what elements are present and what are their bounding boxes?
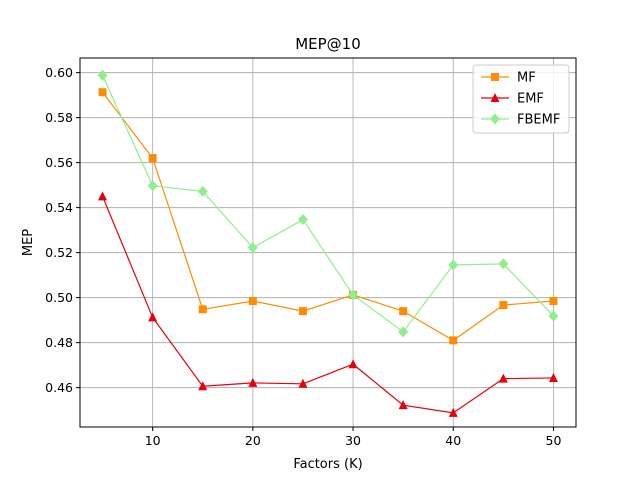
legend: MF EMF FBEMF [472, 64, 570, 134]
data-point-mf [248, 297, 257, 305]
legend-marker-mf [491, 73, 499, 81]
data-point-fbemf [348, 289, 359, 301]
y-tick-label: 0.56 [45, 155, 73, 170]
y-tick-label: 0.48 [45, 335, 73, 350]
data-point-emf [498, 373, 508, 383]
data-point-fbemf [97, 69, 108, 81]
legend-item-fbemf: FBEMF [481, 113, 560, 128]
x-tick-label: 30 [345, 433, 361, 448]
y-tick-label: 0.50 [45, 290, 73, 305]
data-point-emf [398, 400, 408, 410]
series-layer [97, 69, 559, 417]
legend-item-mf: MF [481, 71, 536, 86]
x-tick-label: 20 [245, 433, 261, 448]
x-tick-label: 50 [546, 433, 562, 448]
data-point-mf [449, 336, 458, 345]
series-emf [98, 191, 558, 417]
y-tick-label: 0.52 [45, 245, 73, 260]
data-point-emf [248, 377, 258, 387]
y-tick-label: 0.46 [45, 380, 73, 395]
y-tick-label: 0.54 [45, 200, 73, 215]
data-point-mf [98, 88, 107, 97]
data-point-mf [298, 307, 307, 316]
legend-marker-emf [490, 93, 500, 102]
data-point-emf [548, 372, 558, 382]
data-point-emf [348, 359, 358, 369]
series-line-fbemf [101, 75, 554, 333]
data-point-fbemf [548, 310, 559, 322]
x-tick-label: 40 [445, 433, 461, 448]
legend-item-emf: EMF [481, 92, 544, 107]
data-point-mf [399, 307, 408, 316]
data-point-emf [448, 407, 458, 417]
plot-frame [79, 57, 577, 428]
legend-label-emf: EMF [517, 92, 544, 107]
data-point-fbemf [297, 214, 308, 226]
y-tick-label: 0.58 [45, 110, 73, 125]
data-point-emf [298, 378, 308, 388]
axes: 10 20 30 40 50 0.46 0.48 0.50 0.52 0.54 0.56 0.58 0.… [45, 57, 577, 448]
legend-marker-fbemf [490, 113, 500, 125]
data-point-fbemf [448, 259, 459, 271]
data-point-fbemf [147, 180, 158, 192]
data-point-fbemf [498, 258, 509, 270]
data-point-emf [98, 191, 108, 201]
x-tick-label: 10 [145, 433, 161, 448]
data-point-emf [198, 381, 208, 391]
data-point-emf [148, 312, 158, 322]
series-line-emf [101, 196, 554, 414]
y-axis-label: MEP [21, 229, 36, 256]
chart-title: MEP@10 [295, 35, 361, 53]
y-tick-label: 0.60 [45, 65, 73, 80]
data-point-fbemf [197, 185, 208, 197]
x-axis-label: Factors (K) [293, 457, 362, 472]
series-fbemf [97, 69, 559, 338]
series-line-mf [102, 91, 554, 342]
data-point-mf [148, 154, 157, 163]
data-point-fbemf [398, 326, 409, 338]
data-point-mf [549, 297, 558, 305]
data-point-mf [198, 305, 207, 314]
legend-label-mf: MF [517, 71, 536, 86]
data-point-fbemf [247, 242, 258, 254]
legend-label-fbemf: FBEMF [517, 113, 560, 128]
data-point-mf [499, 301, 508, 310]
